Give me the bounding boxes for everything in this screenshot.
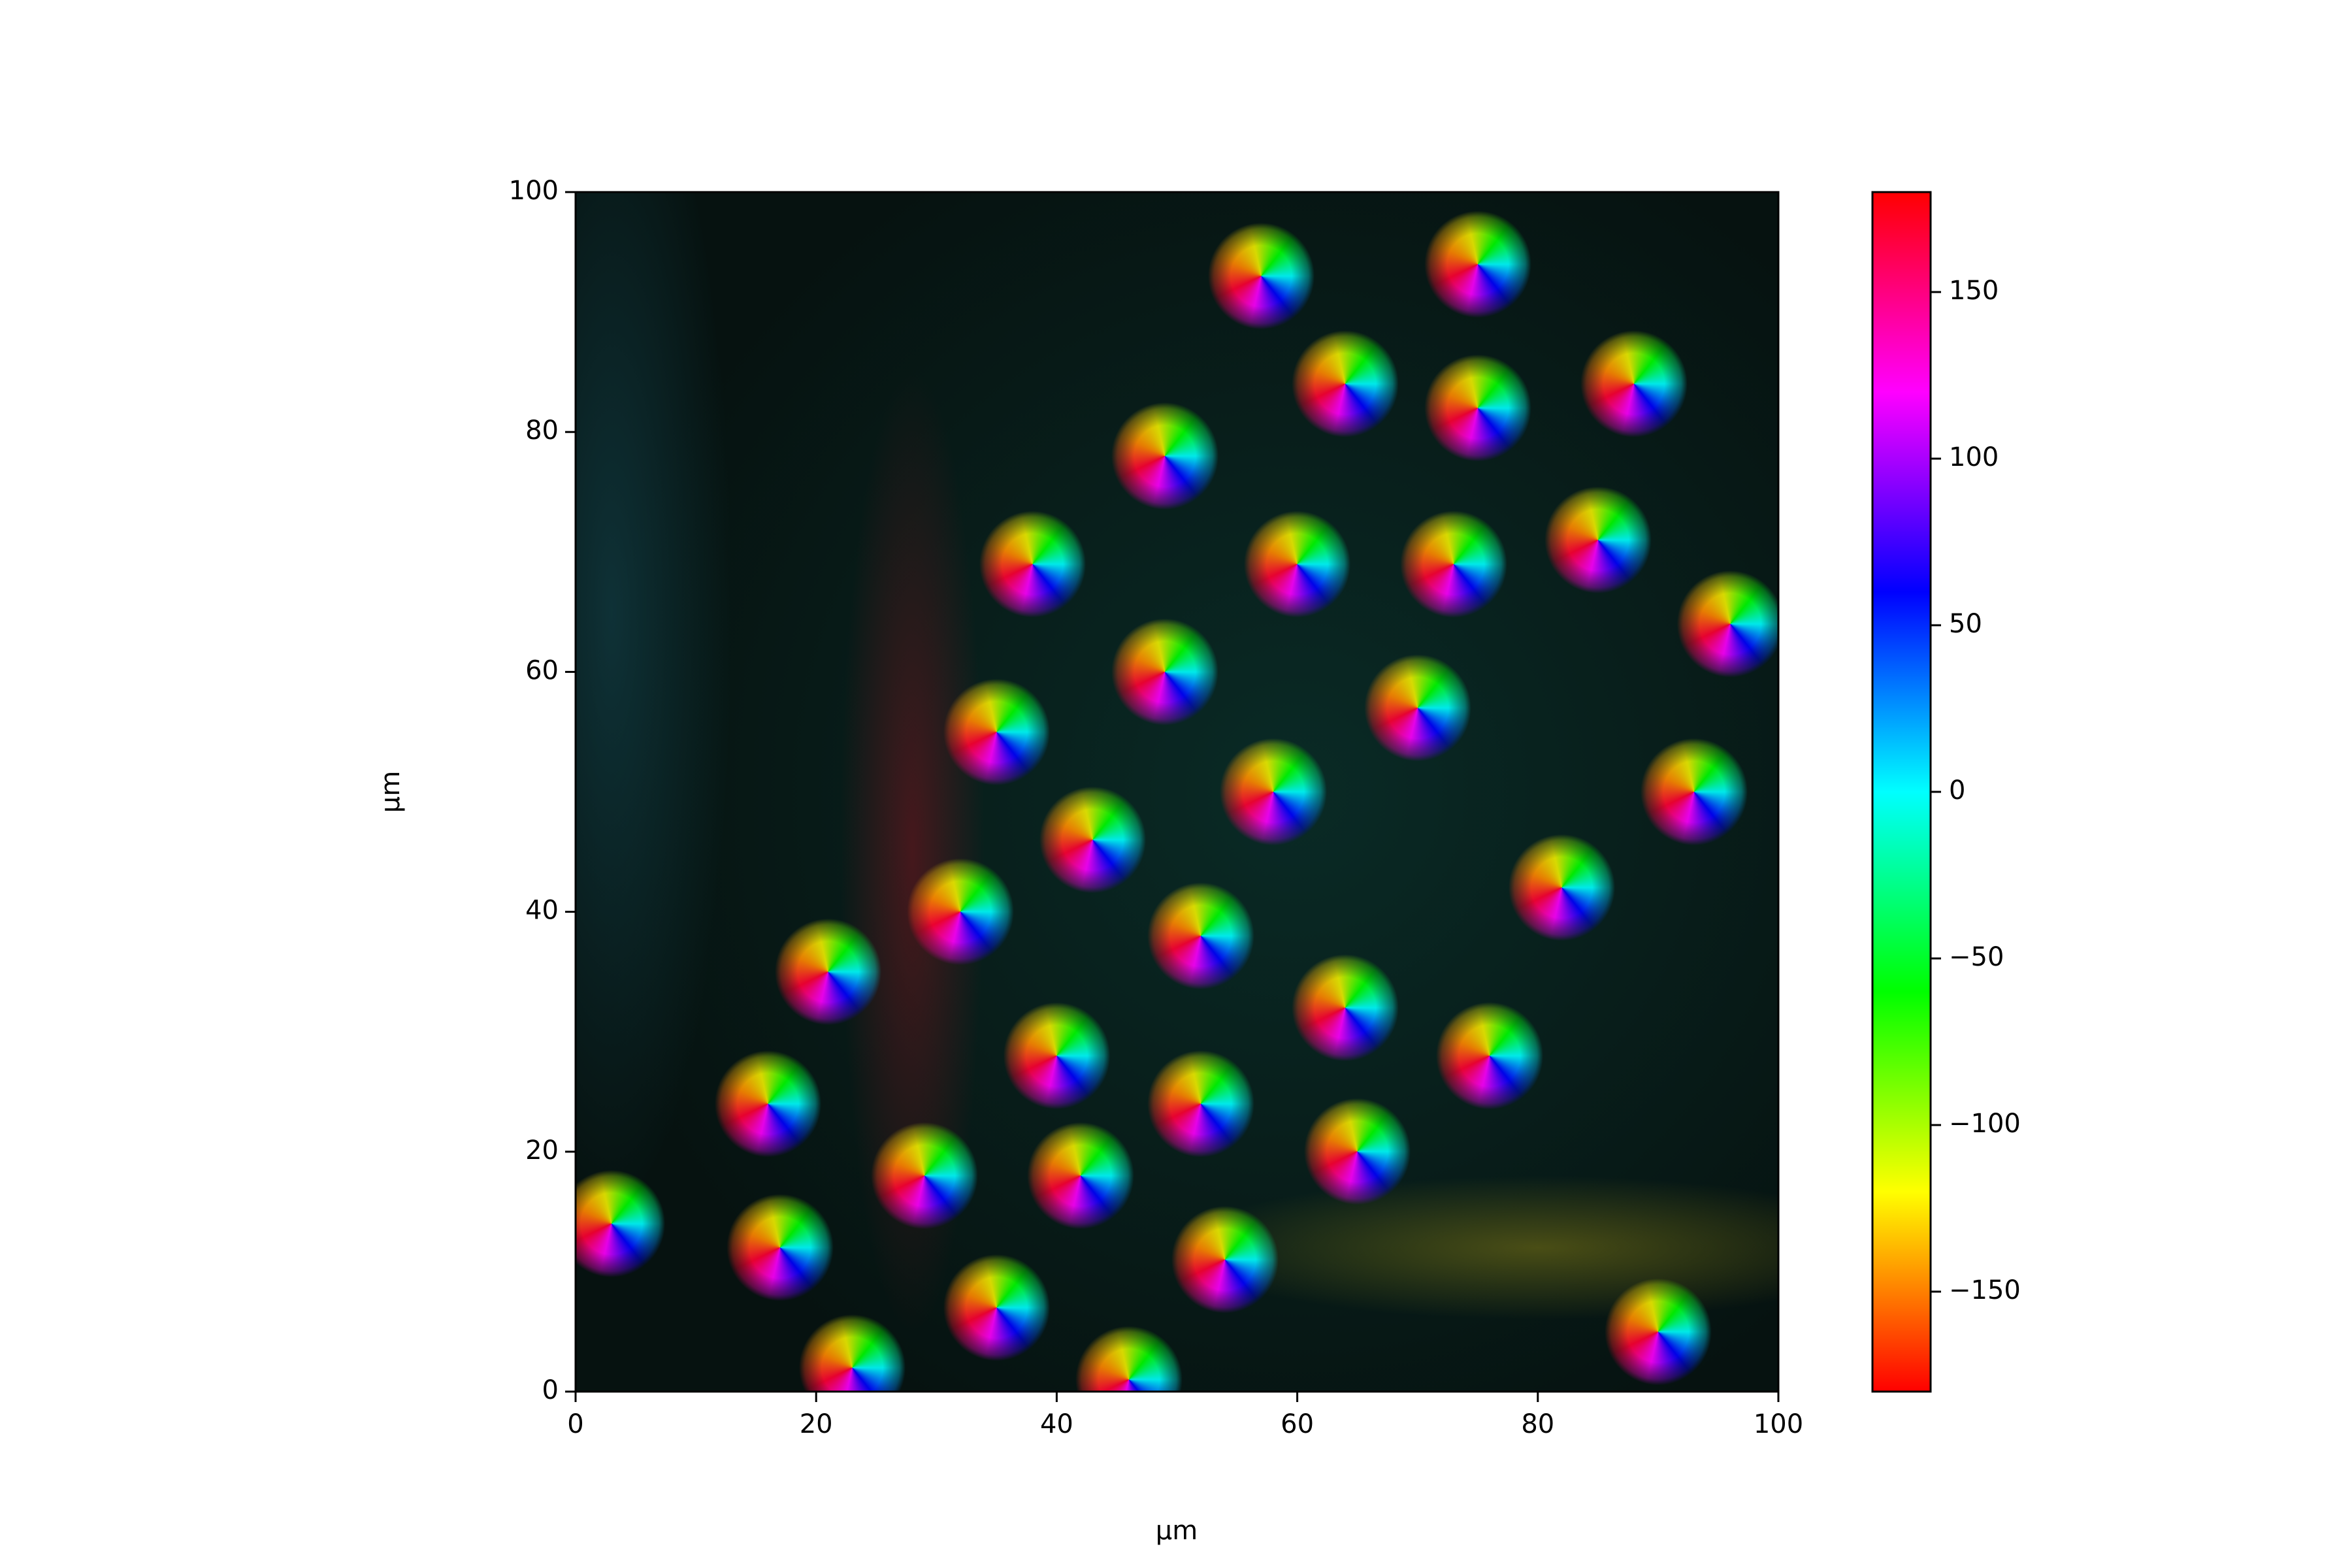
y-tick-label: 60 [525, 655, 559, 685]
colorbar-tick-label: 50 [1949, 609, 1982, 639]
vortex [1147, 1049, 1256, 1158]
vortex [1002, 1002, 1111, 1110]
vortex [1147, 881, 1256, 990]
colorbar-tick-label: −50 [1949, 942, 2004, 972]
vortex [1544, 485, 1652, 595]
vortex [1111, 617, 1219, 726]
vortex [870, 1121, 979, 1230]
vortex [906, 857, 1015, 966]
vortex [1676, 570, 1778, 678]
y-tick-label: 20 [525, 1135, 559, 1166]
vortex [942, 1253, 1051, 1362]
vortex [1038, 785, 1147, 894]
vortex [1291, 953, 1400, 1062]
y-tick-label: 40 [525, 896, 559, 926]
vortex [713, 1049, 823, 1158]
colorbar-tick-label: 100 [1949, 442, 1999, 472]
vortex [1218, 738, 1328, 846]
x-tick-label: 60 [1281, 1409, 1314, 1439]
vortex [1171, 1205, 1279, 1314]
colorbar [1871, 191, 1932, 1393]
plot-frame [574, 191, 1780, 1393]
vortex [1243, 510, 1352, 618]
vortex [1640, 738, 1748, 846]
x-tick-label: 40 [1040, 1409, 1073, 1439]
vortex [1207, 221, 1316, 331]
y-tick-label: 100 [509, 176, 559, 206]
colorbar-tick-label: −150 [1949, 1275, 2021, 1305]
colorbar-tick-label: 150 [1949, 276, 1999, 306]
vortex [1111, 402, 1219, 510]
colorbar-tick-label: 0 [1949, 776, 1965, 806]
vortex [978, 510, 1087, 618]
colorbar-tick-label: −100 [1949, 1109, 2021, 1139]
vortex [942, 678, 1051, 786]
y-tick-label: 80 [525, 416, 559, 446]
vortex [576, 1169, 666, 1278]
x-axis-label: µm [1156, 1516, 1198, 1546]
x-tick-label: 80 [1521, 1409, 1554, 1439]
vortex [1303, 1098, 1412, 1206]
vortex [1291, 330, 1400, 438]
vortex [1423, 210, 1532, 318]
vortex [1363, 653, 1472, 762]
vortex [774, 917, 883, 1026]
x-tick-label: 20 [800, 1409, 833, 1439]
vortex [1580, 330, 1688, 438]
vortex [1423, 353, 1532, 463]
vortex [1507, 834, 1616, 942]
vortex [1604, 1277, 1712, 1386]
vortex [726, 1194, 834, 1302]
vortex [1435, 1002, 1544, 1110]
y-tick-label: 0 [542, 1375, 559, 1405]
vortex [1026, 1121, 1135, 1230]
x-tick-label: 100 [1754, 1409, 1803, 1439]
vortex [1399, 510, 1508, 618]
x-tick-label: 0 [567, 1409, 583, 1439]
image-plot [576, 192, 1778, 1392]
y-axis-label: µm [376, 771, 406, 813]
